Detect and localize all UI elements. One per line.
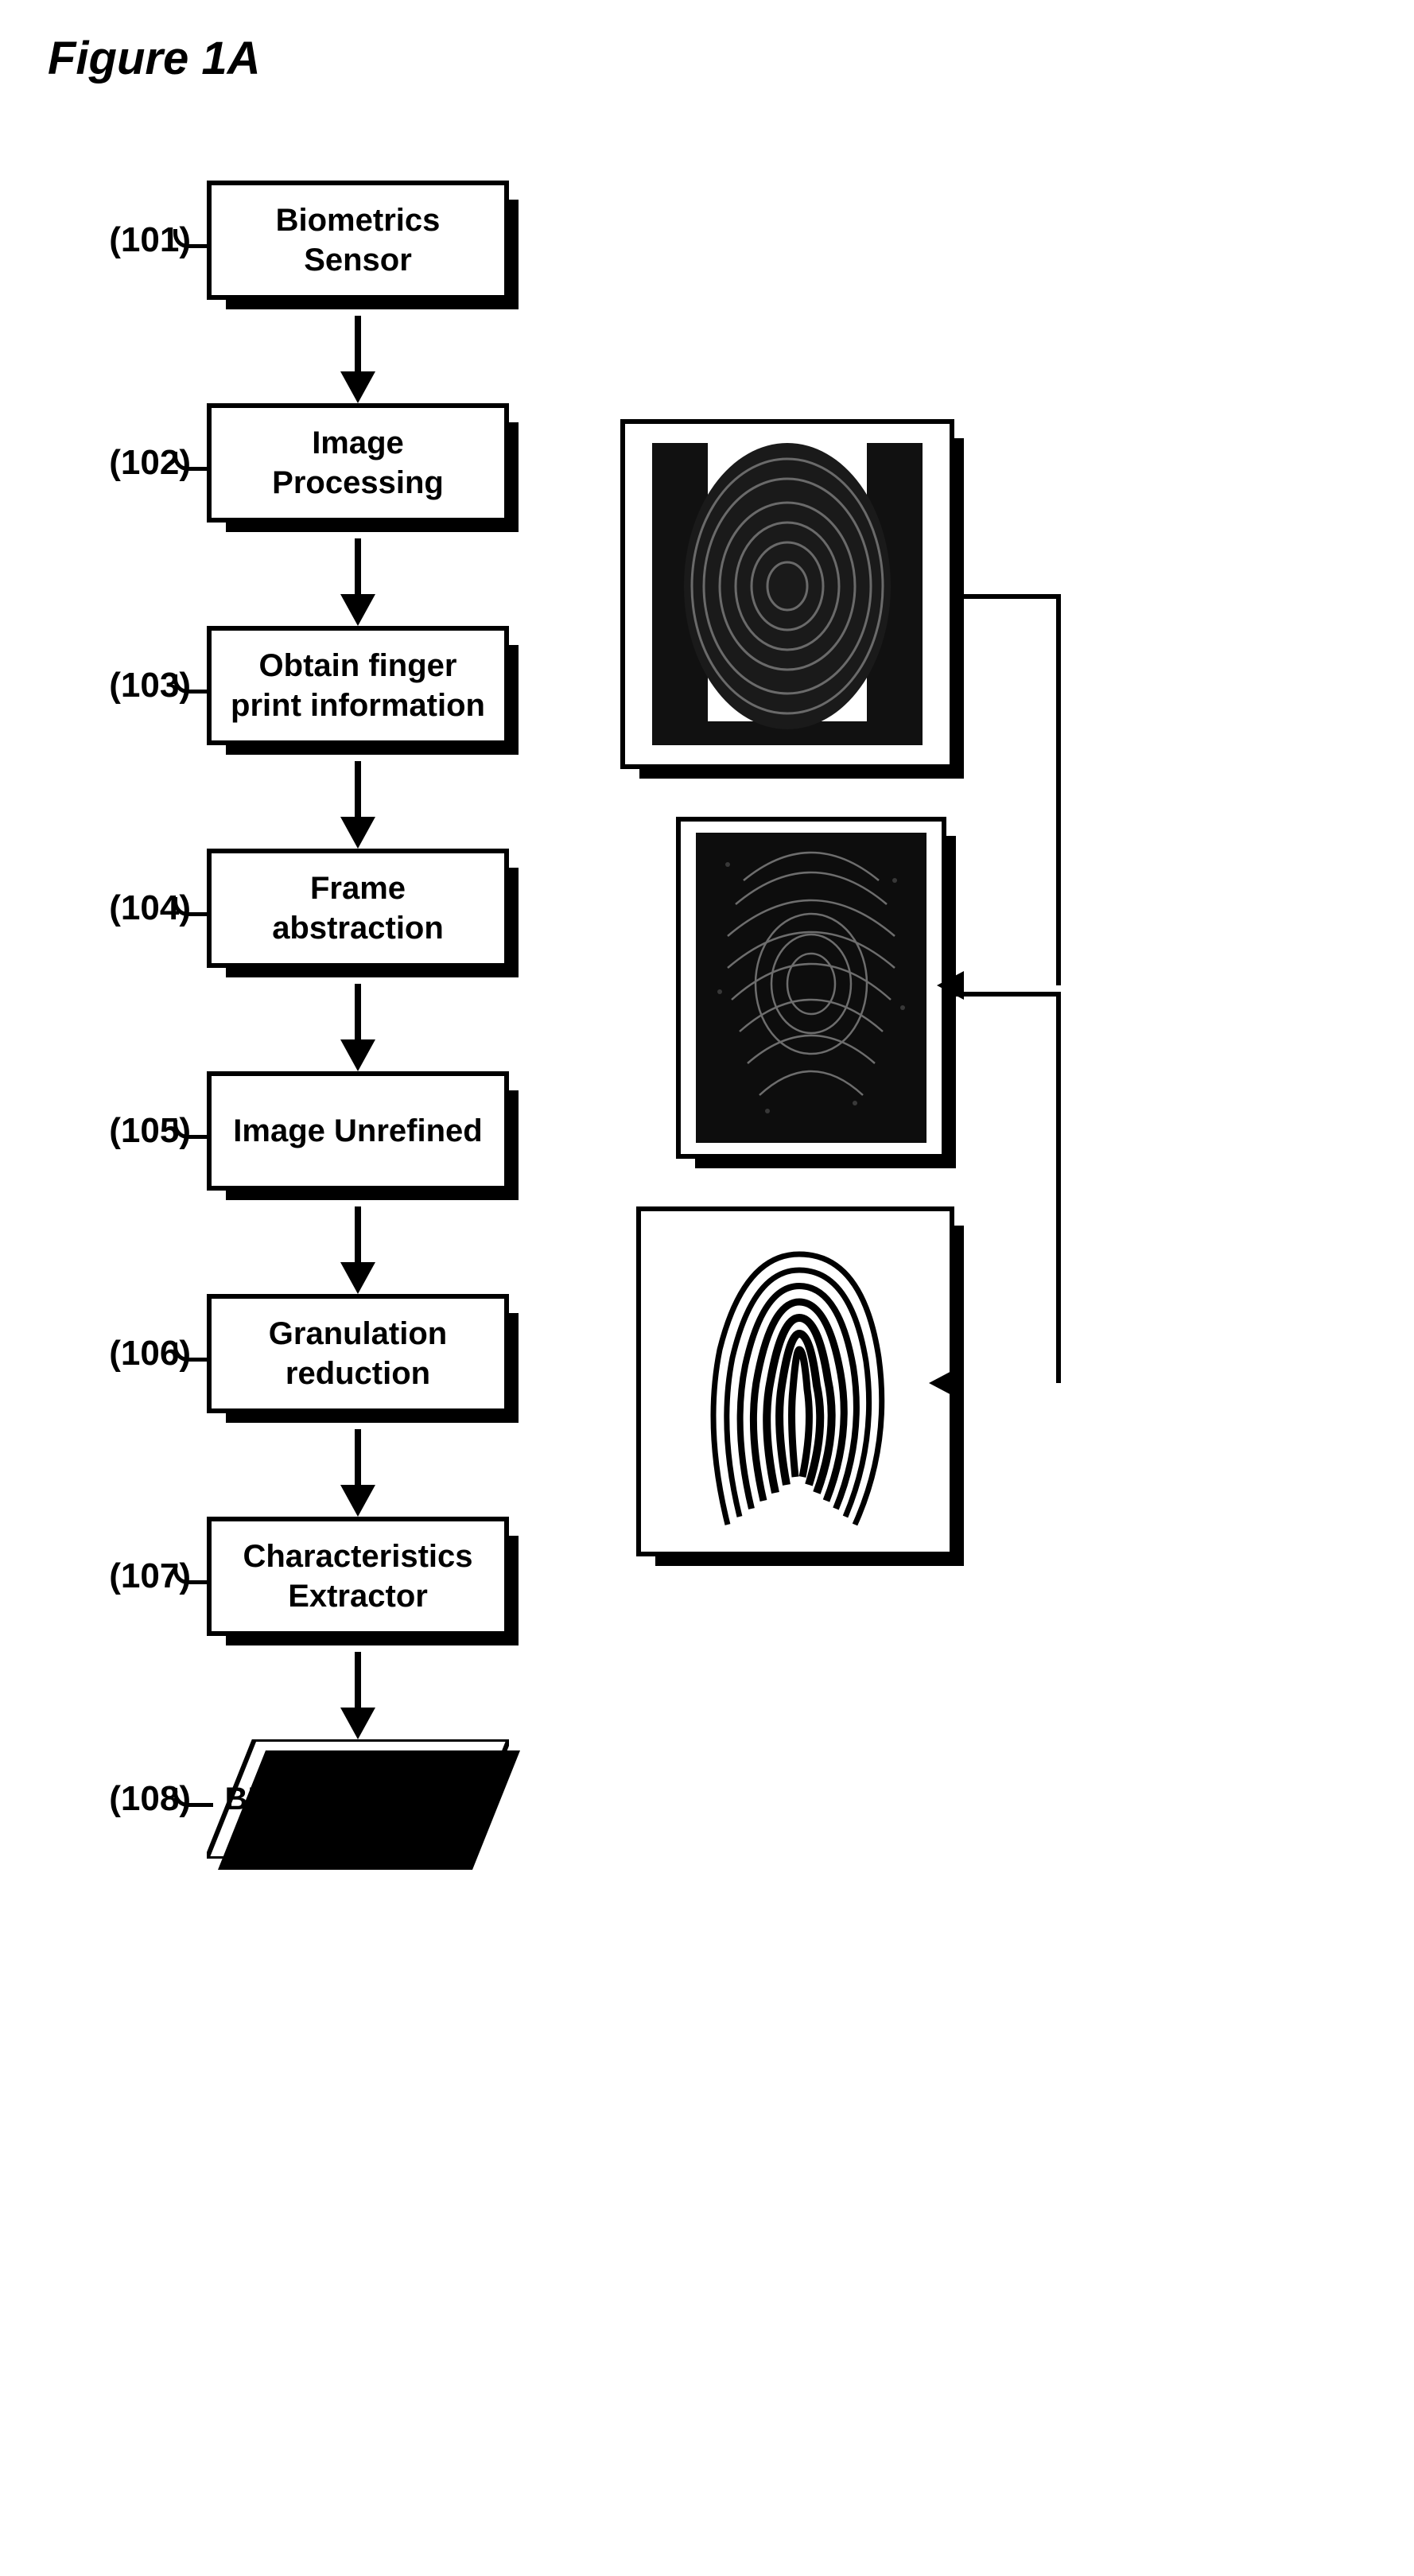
main-layout: (101) Biometrics Sensor (102) Image Proc… [32,181,1382,1859]
node-label: (106) [32,1334,191,1373]
fingerprint-image-raw [620,419,954,769]
fingerprint-icon [656,1222,934,1541]
arrow-down-icon [207,1636,509,1739]
node-label: (101) [32,220,191,260]
flow-box-text: BIdToken provide [207,1739,509,1859]
flow-parallelogram: BIdToken provide [207,1739,509,1859]
fingerprint-image-outline [636,1206,954,1556]
flow-node-103: (103) Obtain finger print information [207,626,509,745]
flow-box: Image Processing [207,403,509,523]
fingerprint-images-column [620,419,1177,1612]
connector-line [959,594,1061,985]
flow-box: Frame abstraction [207,849,509,968]
flow-box: Image Unrefined [207,1071,509,1191]
node-label: (103) [32,666,191,705]
fingerprint-icon [644,435,930,753]
flow-node-106: (106) Granulation reduction [207,1294,509,1413]
flow-node-105: (105) Image Unrefined [207,1071,509,1191]
arrow-down-icon [207,1413,509,1517]
node-label: (107) [32,1556,191,1596]
node-label: (102) [32,443,191,483]
flow-box: Obtain finger print information [207,626,509,745]
arrow-down-icon [207,1191,509,1294]
flow-box: Characteristics Extractor [207,1517,509,1636]
arrow-down-icon [207,523,509,626]
flow-box: Biometrics Sensor [207,181,509,300]
flow-node-107: (107) Characteristics Extractor [207,1517,509,1636]
flow-box: Granulation reduction [207,1294,509,1413]
node-label: (105) [32,1111,191,1151]
arrow-left-icon [929,1369,956,1397]
figure-title: Figure 1A [48,32,1382,85]
flow-node-104: (104) Frame abstraction [207,849,509,968]
arrow-down-icon [207,300,509,403]
arrow-down-icon [207,745,509,849]
node-label: (104) [32,888,191,928]
fingerprint-image-framed [676,817,946,1159]
flow-node-102: (102) Image Processing [207,403,509,523]
flow-node-101: (101) Biometrics Sensor [207,181,509,300]
arrow-down-icon [207,968,509,1071]
fingerprint-icon [696,833,926,1143]
flowchart-column: (101) Biometrics Sensor (102) Image Proc… [207,181,509,1859]
flow-node-108: (108) BIdToken provide [207,1739,509,1859]
connector-line [951,992,1061,1383]
node-label: (108) [32,1779,191,1819]
